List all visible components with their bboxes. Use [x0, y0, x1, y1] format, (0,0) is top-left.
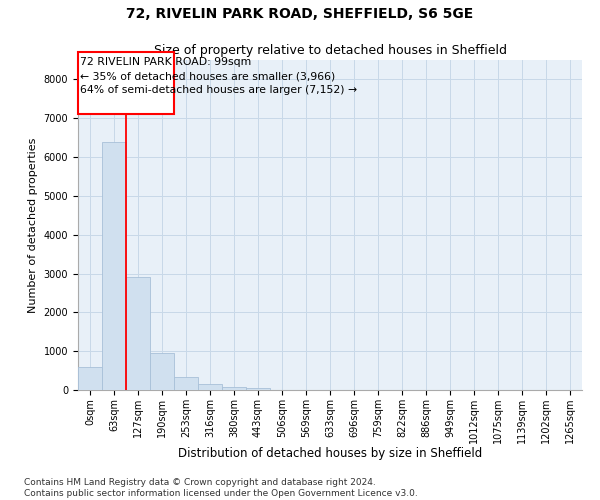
Bar	[150, 352, 174, 390]
Bar	[102, 142, 126, 390]
Bar	[246, 388, 270, 390]
Text: 72 RIVELIN PARK ROAD: 99sqm
← 35% of detached houses are smaller (3,966)
64% of : 72 RIVELIN PARK ROAD: 99sqm ← 35% of det…	[80, 57, 358, 95]
Bar	[78, 52, 174, 114]
Y-axis label: Number of detached properties: Number of detached properties	[28, 138, 38, 312]
Bar	[222, 387, 246, 390]
Text: 72, RIVELIN PARK ROAD, SHEFFIELD, S6 5GE: 72, RIVELIN PARK ROAD, SHEFFIELD, S6 5GE	[127, 8, 473, 22]
Bar	[78, 368, 102, 390]
X-axis label: Distribution of detached houses by size in Sheffield: Distribution of detached houses by size …	[178, 448, 482, 460]
Bar	[198, 384, 222, 390]
Text: Contains HM Land Registry data © Crown copyright and database right 2024.
Contai: Contains HM Land Registry data © Crown c…	[24, 478, 418, 498]
Bar	[174, 377, 198, 390]
Title: Size of property relative to detached houses in Sheffield: Size of property relative to detached ho…	[154, 44, 506, 58]
Bar	[126, 276, 150, 390]
